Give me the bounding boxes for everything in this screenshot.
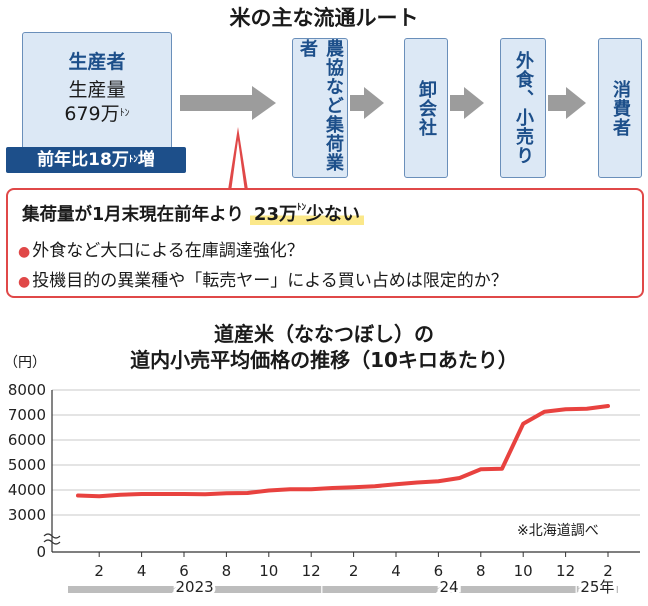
chart-title: 道産米（ななつぼし）の [214,322,434,346]
production-label: 生産量 [68,79,126,101]
callout-bullet: ● 外食など大口による在庫調達強化？ [18,236,304,261]
year-label: 24 [439,578,458,596]
year-label: 25年 [580,578,614,596]
production-unit: ﾄﾝ [119,108,130,119]
callout-highlight: 23万ﾄﾝ少ない [249,203,364,225]
source-note: ※北海道調べ [517,523,599,539]
yoy-badge: 前年比18万ﾄﾝ増 [6,147,186,173]
highlight-amount: 23万 [253,204,297,225]
x-tick-label: 2 [94,562,104,580]
x-tick-label: 8 [476,562,486,580]
stage-collector: 農協など集荷業者 [292,38,348,178]
x-tick-label: 12 [302,562,321,580]
yoy-suffix: 増 [137,150,155,170]
bullet-text: 投機目的の異業種や「転売ヤー」による買い占めは限定的か？ [32,271,508,291]
callout-bullet: ● 投機目的の異業種や「転売ヤー」による買い占めは限定的か？ [18,266,508,291]
axis-break-icon [43,533,61,545]
arrow-2 [350,87,384,119]
x-tick-label: 8 [222,562,232,580]
year-bar [68,586,322,593]
x-tick-label: 4 [137,562,147,580]
arrow-4 [548,87,586,119]
year-bar [322,586,576,593]
y-tick-label: 6000 [8,431,46,449]
y-tick-label: 4000 [8,481,46,499]
x-tick-label: 2 [349,562,359,580]
producer-box: 生産者 生産量 679万ﾄﾝ [22,32,172,150]
callout-headline: 集荷量が1月末現在前年より 23万ﾄﾝ少ない [22,200,364,226]
yoy-text: 前年比18万 [37,150,129,170]
chart-subtitle: 道内小売平均価格の推移（10キロあたり） [130,348,518,372]
flow-arrows [180,86,586,192]
production-volume: 生産量 679万ﾄﾝ [23,78,171,126]
bullet-text: 外食など大口による在庫調達強化？ [32,241,304,261]
x-tick-label: 12 [556,562,575,580]
y-tick-label: 5000 [8,456,46,474]
y-tick-label: 8000 [8,381,46,399]
highlight-suffix: 少ない [306,204,360,225]
x-tick-label: 10 [514,562,533,580]
highlight-unit: ﾄﾝ [296,203,306,213]
x-tick-label: 6 [179,562,189,580]
bullet-dot-icon: ● [18,274,31,290]
year-label: 2023 [176,578,214,596]
producer-label: 生産者 [68,51,126,73]
y-axis-unit: （円） [4,355,46,371]
stage-retail: 外食、小売り [500,38,546,178]
bullet-dot-icon: ● [18,244,31,260]
x-tick-label: 10 [259,562,278,580]
y-tick-label: 7000 [8,406,46,424]
yoy-unit: ﾄﾝ [128,155,138,165]
series-line [76,404,610,499]
x-tick-label: 4 [391,562,401,580]
flow-title: 米の主な流通ルート [229,6,419,30]
callout-headline-text: 集荷量が1月末現在前年より [22,205,244,225]
year-bar [576,586,618,593]
x-tick-label: 6 [434,562,444,580]
arrow-1 [180,86,276,120]
stage-consumer: 消費者 [598,38,642,178]
arrow-3 [450,87,484,119]
callout-box: 集荷量が1月末現在前年より 23万ﾄﾝ少ない ● 外食など大口による在庫調達強化？… [6,188,644,298]
production-amount: 679万 [64,103,120,125]
y-tick-label: 0 [36,543,46,561]
stage-wholesaler: 卸会社 [404,38,448,178]
y-tick-label: 3000 [8,506,46,524]
x-tick-label: 2 [603,562,613,580]
